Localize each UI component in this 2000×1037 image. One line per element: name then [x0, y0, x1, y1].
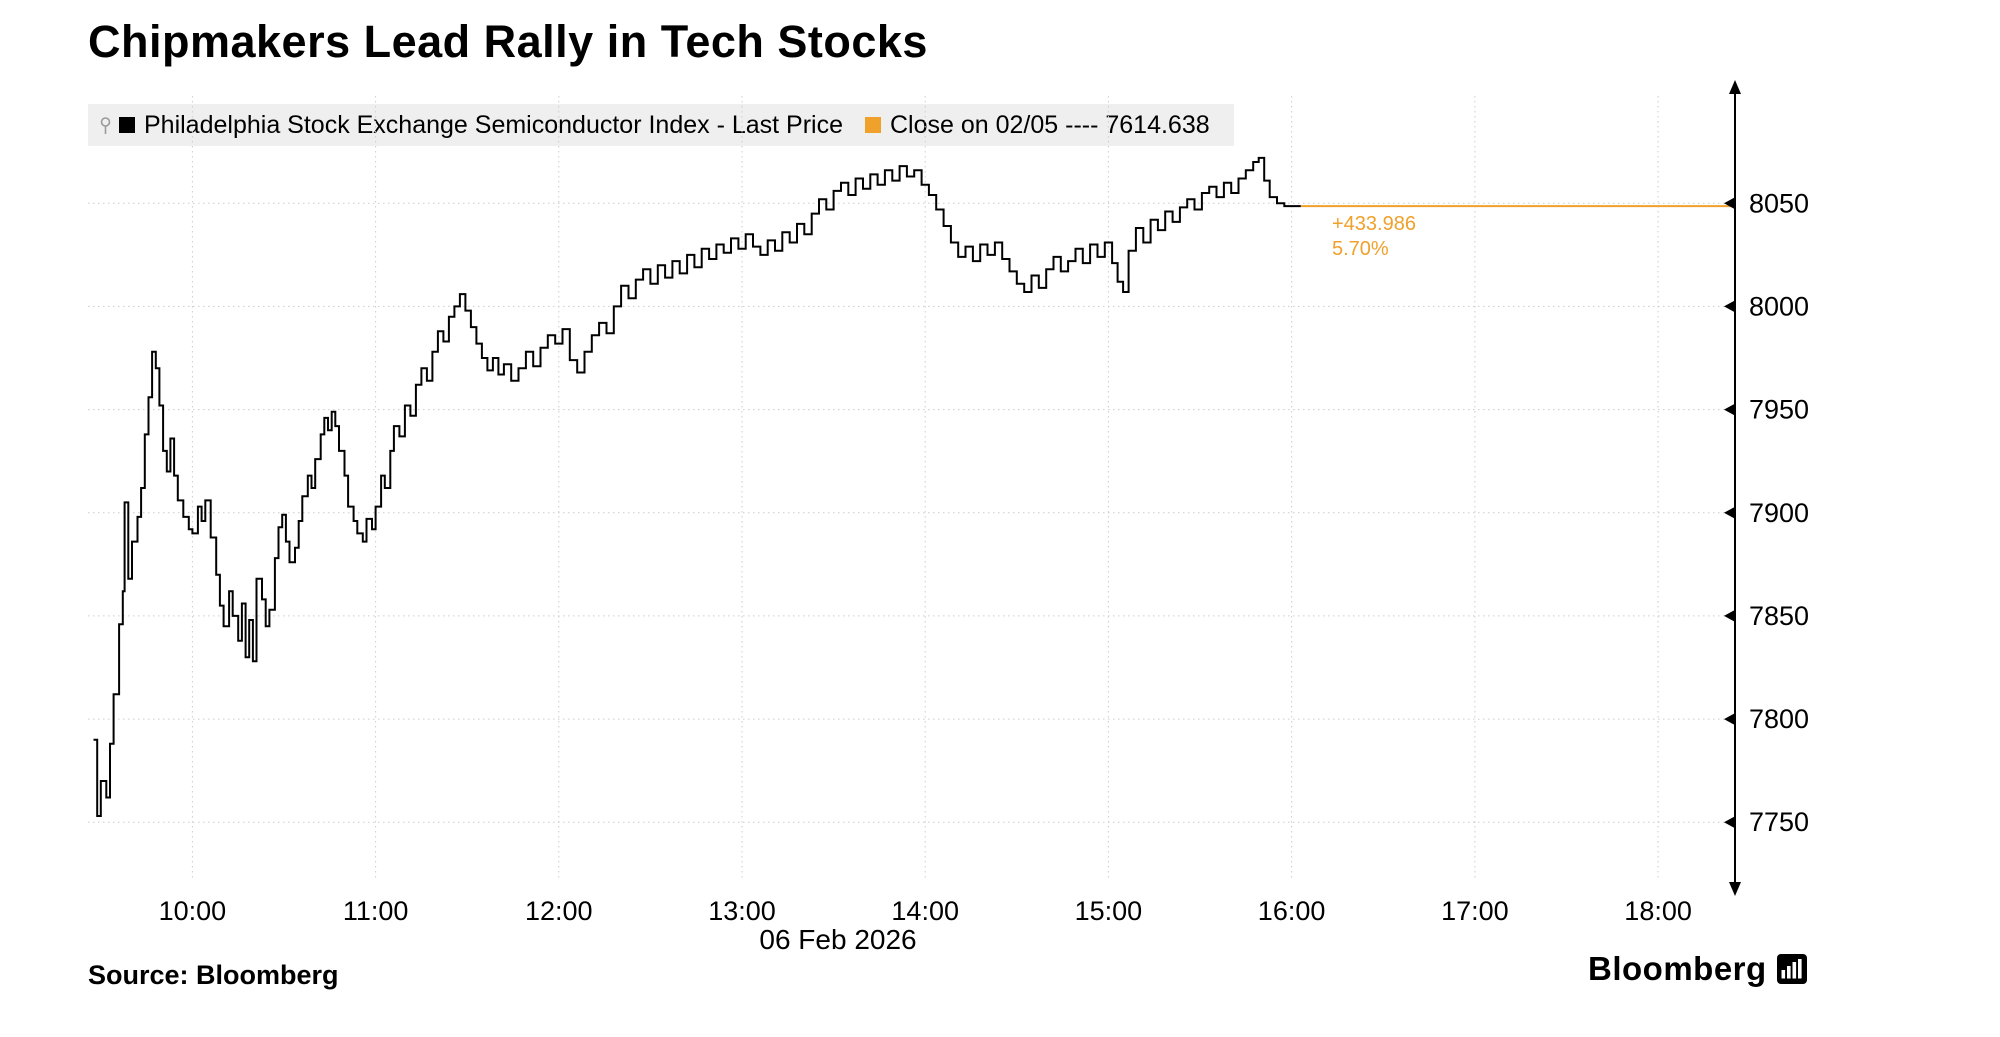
bloomberg-logo: Bloomberg: [1588, 950, 1807, 988]
y-axis-tick-arrow: [1724, 609, 1735, 622]
change-annotation: +433.986 5.70%: [1332, 212, 1416, 262]
y-axis-top-arrow: [1729, 80, 1741, 94]
y-axis-tick-label: 7950: [1749, 395, 1809, 425]
y-axis-tick-label: 7900: [1749, 498, 1809, 528]
y-axis-bottom-arrow: [1729, 882, 1741, 896]
source-attribution: Source: Bloomberg: [88, 960, 339, 990]
y-axis-tick-label: 7800: [1749, 704, 1809, 734]
x-axis-tick-label: 12:00: [525, 896, 593, 926]
x-axis-tick-label: 15:00: [1075, 896, 1143, 926]
x-axis-date-label: 06 Feb 2026: [759, 924, 917, 955]
close-series-swatch: [865, 117, 881, 133]
y-axis-tick-label: 7850: [1749, 601, 1809, 631]
y-axis-tick-arrow: [1724, 506, 1735, 519]
x-axis-tick-label: 17:00: [1441, 896, 1509, 926]
y-axis-tick-arrow: [1724, 197, 1735, 210]
y-axis-tick-label: 7750: [1749, 807, 1809, 837]
y-axis-tick-arrow: [1724, 816, 1735, 829]
y-axis-tick-arrow: [1724, 713, 1735, 726]
y-axis-tick-label: 8050: [1749, 188, 1809, 218]
y-axis-tick-arrow: [1724, 403, 1735, 416]
x-axis-tick-label: 18:00: [1624, 896, 1692, 926]
legend-bar: Philadelphia Stock Exchange Semiconducto…: [88, 104, 1234, 146]
last-price-series-swatch: [119, 117, 135, 133]
price-line-series: [93, 156, 1301, 817]
chart-title: Chipmakers Lead Rally in Tech Stocks: [88, 16, 928, 67]
last-price-series-label: Philadelphia Stock Exchange Semiconducto…: [144, 110, 843, 139]
x-axis-tick-label: 13:00: [708, 896, 776, 926]
tracker-pin-icon: [98, 116, 113, 135]
x-axis-tick-label: 14:00: [891, 896, 959, 926]
x-axis-tick-label: 10:00: [159, 896, 227, 926]
y-axis-tick-label: 8000: [1749, 291, 1809, 321]
y-axis-tick-arrow: [1724, 300, 1735, 313]
change-value: +433.986: [1332, 213, 1416, 235]
change-percent: 5.70%: [1332, 238, 1389, 260]
close-series-label: Close on 02/05 ---- 7614.638: [890, 110, 1210, 139]
bloomberg-wordmark: Bloomberg: [1588, 950, 1767, 987]
x-axis-tick-label: 16:00: [1258, 896, 1326, 926]
x-axis-tick-label: 11:00: [343, 896, 409, 926]
bloomberg-terminal-icon: [1776, 954, 1807, 984]
